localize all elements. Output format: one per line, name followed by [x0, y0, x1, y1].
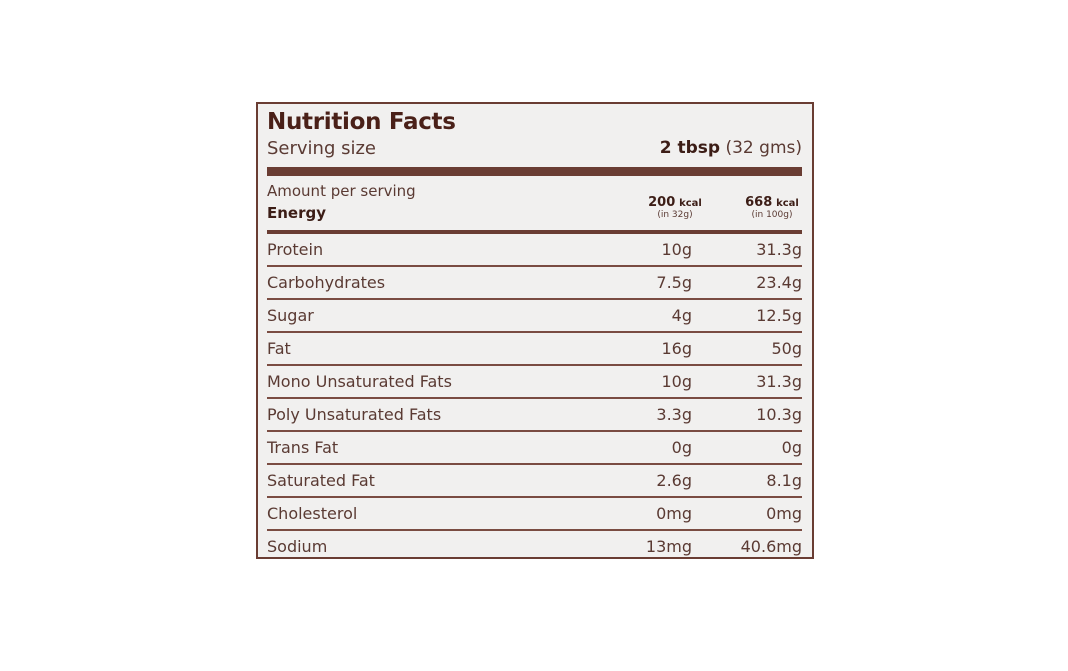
nutrient-name: Carbohydrates: [267, 273, 386, 292]
nutrient-per-serving: 7.5g: [656, 273, 692, 292]
nutrient-per-100g: 8.1g: [766, 471, 802, 490]
nutrient-row-trans-fat: Trans Fat 0g 0g: [267, 432, 802, 465]
nutrient-row-mono-unsaturated-fats: Mono Unsaturated Fats 10g 31.3g: [267, 366, 802, 399]
nutrient-name: Protein: [267, 240, 324, 259]
nutrient-row-saturated-fat: Saturated Fat 2.6g 8.1g: [267, 465, 802, 498]
nutrition-facts-title: Nutrition Facts: [267, 109, 456, 135]
nutrient-per-serving: 10g: [661, 240, 692, 259]
serving-size-amount: 2 tbsp: [659, 138, 721, 158]
serving-size-value: 2 tbsp (32 gms): [660, 138, 802, 158]
nutrient-per-serving: 2.6g: [656, 471, 692, 490]
nutrient-row-sodium: Sodium 13mg 40.6mg: [267, 531, 802, 564]
nutrient-row-poly-unsaturated-fats: Poly Unsaturated Fats 3.3g 10.3g: [267, 399, 802, 432]
energy-unit: kcal: [776, 198, 799, 209]
nutrient-per-serving: 4g: [671, 306, 692, 325]
nutrient-per-100g: 50g: [771, 339, 802, 358]
nutrient-per-100g: 31.3g: [756, 372, 802, 391]
nutrient-per-serving: 0mg: [656, 504, 692, 523]
nutrient-per-100g: 40.6mg: [740, 537, 802, 556]
nutrient-per-100g: 12.5g: [756, 306, 802, 325]
nutrient-name: Sodium: [267, 537, 328, 556]
nutrition-facts-panel: Nutrition Facts Serving size 2 tbsp (32 …: [256, 102, 814, 559]
nutrient-name: Sugar: [267, 306, 314, 325]
nutrient-name: Cholesterol: [267, 504, 358, 523]
energy-unit: kcal: [679, 198, 702, 209]
nutrient-row-fat: Fat 16g 50g: [267, 333, 802, 366]
thick-divider: [267, 167, 802, 176]
serving-size-detail: (32 gms): [725, 138, 802, 158]
nutrient-per-serving: 13mg: [645, 537, 692, 556]
medium-divider: [267, 230, 802, 234]
nutrient-rows: Protein 10g 31.3g Carbohydrates 7.5g 23.…: [267, 234, 802, 564]
energy-per-serving: 200 kcal (in 32g): [631, 196, 719, 220]
energy-basis: (in 32g): [657, 210, 693, 220]
energy-value: 668: [745, 195, 773, 210]
nutrient-per-100g: 0mg: [766, 504, 802, 523]
energy-value: 200: [648, 195, 676, 210]
amount-per-serving-label: Amount per serving: [267, 182, 416, 200]
energy-per-100g: 668 kcal (in 100g): [728, 196, 816, 220]
nutrient-per-100g: 23.4g: [756, 273, 802, 292]
nutrient-row-carbohydrates: Carbohydrates 7.5g 23.4g: [267, 267, 802, 300]
nutrient-per-serving: 3.3g: [656, 405, 692, 424]
nutrient-row-protein: Protein 10g 31.3g: [267, 234, 802, 267]
serving-size-label: Serving size: [267, 138, 377, 159]
nutrient-name: Trans Fat: [267, 438, 339, 457]
nutrient-per-100g: 31.3g: [756, 240, 802, 259]
nutrient-row-sugar: Sugar 4g 12.5g: [267, 300, 802, 333]
nutrient-per-100g: 10.3g: [756, 405, 802, 424]
nutrient-name: Fat: [267, 339, 291, 358]
nutrient-per-100g: 0g: [781, 438, 802, 457]
nutrient-name: Mono Unsaturated Fats: [267, 372, 452, 391]
nutrient-per-serving: 10g: [661, 372, 692, 391]
energy-label: Energy: [267, 204, 327, 222]
nutrient-per-serving: 16g: [661, 339, 692, 358]
nutrient-name: Saturated Fat: [267, 471, 375, 490]
nutrient-per-serving: 0g: [671, 438, 692, 457]
energy-basis: (in 100g): [751, 210, 793, 220]
nutrient-name: Poly Unsaturated Fats: [267, 405, 442, 424]
nutrient-row-cholesterol: Cholesterol 0mg 0mg: [267, 498, 802, 531]
